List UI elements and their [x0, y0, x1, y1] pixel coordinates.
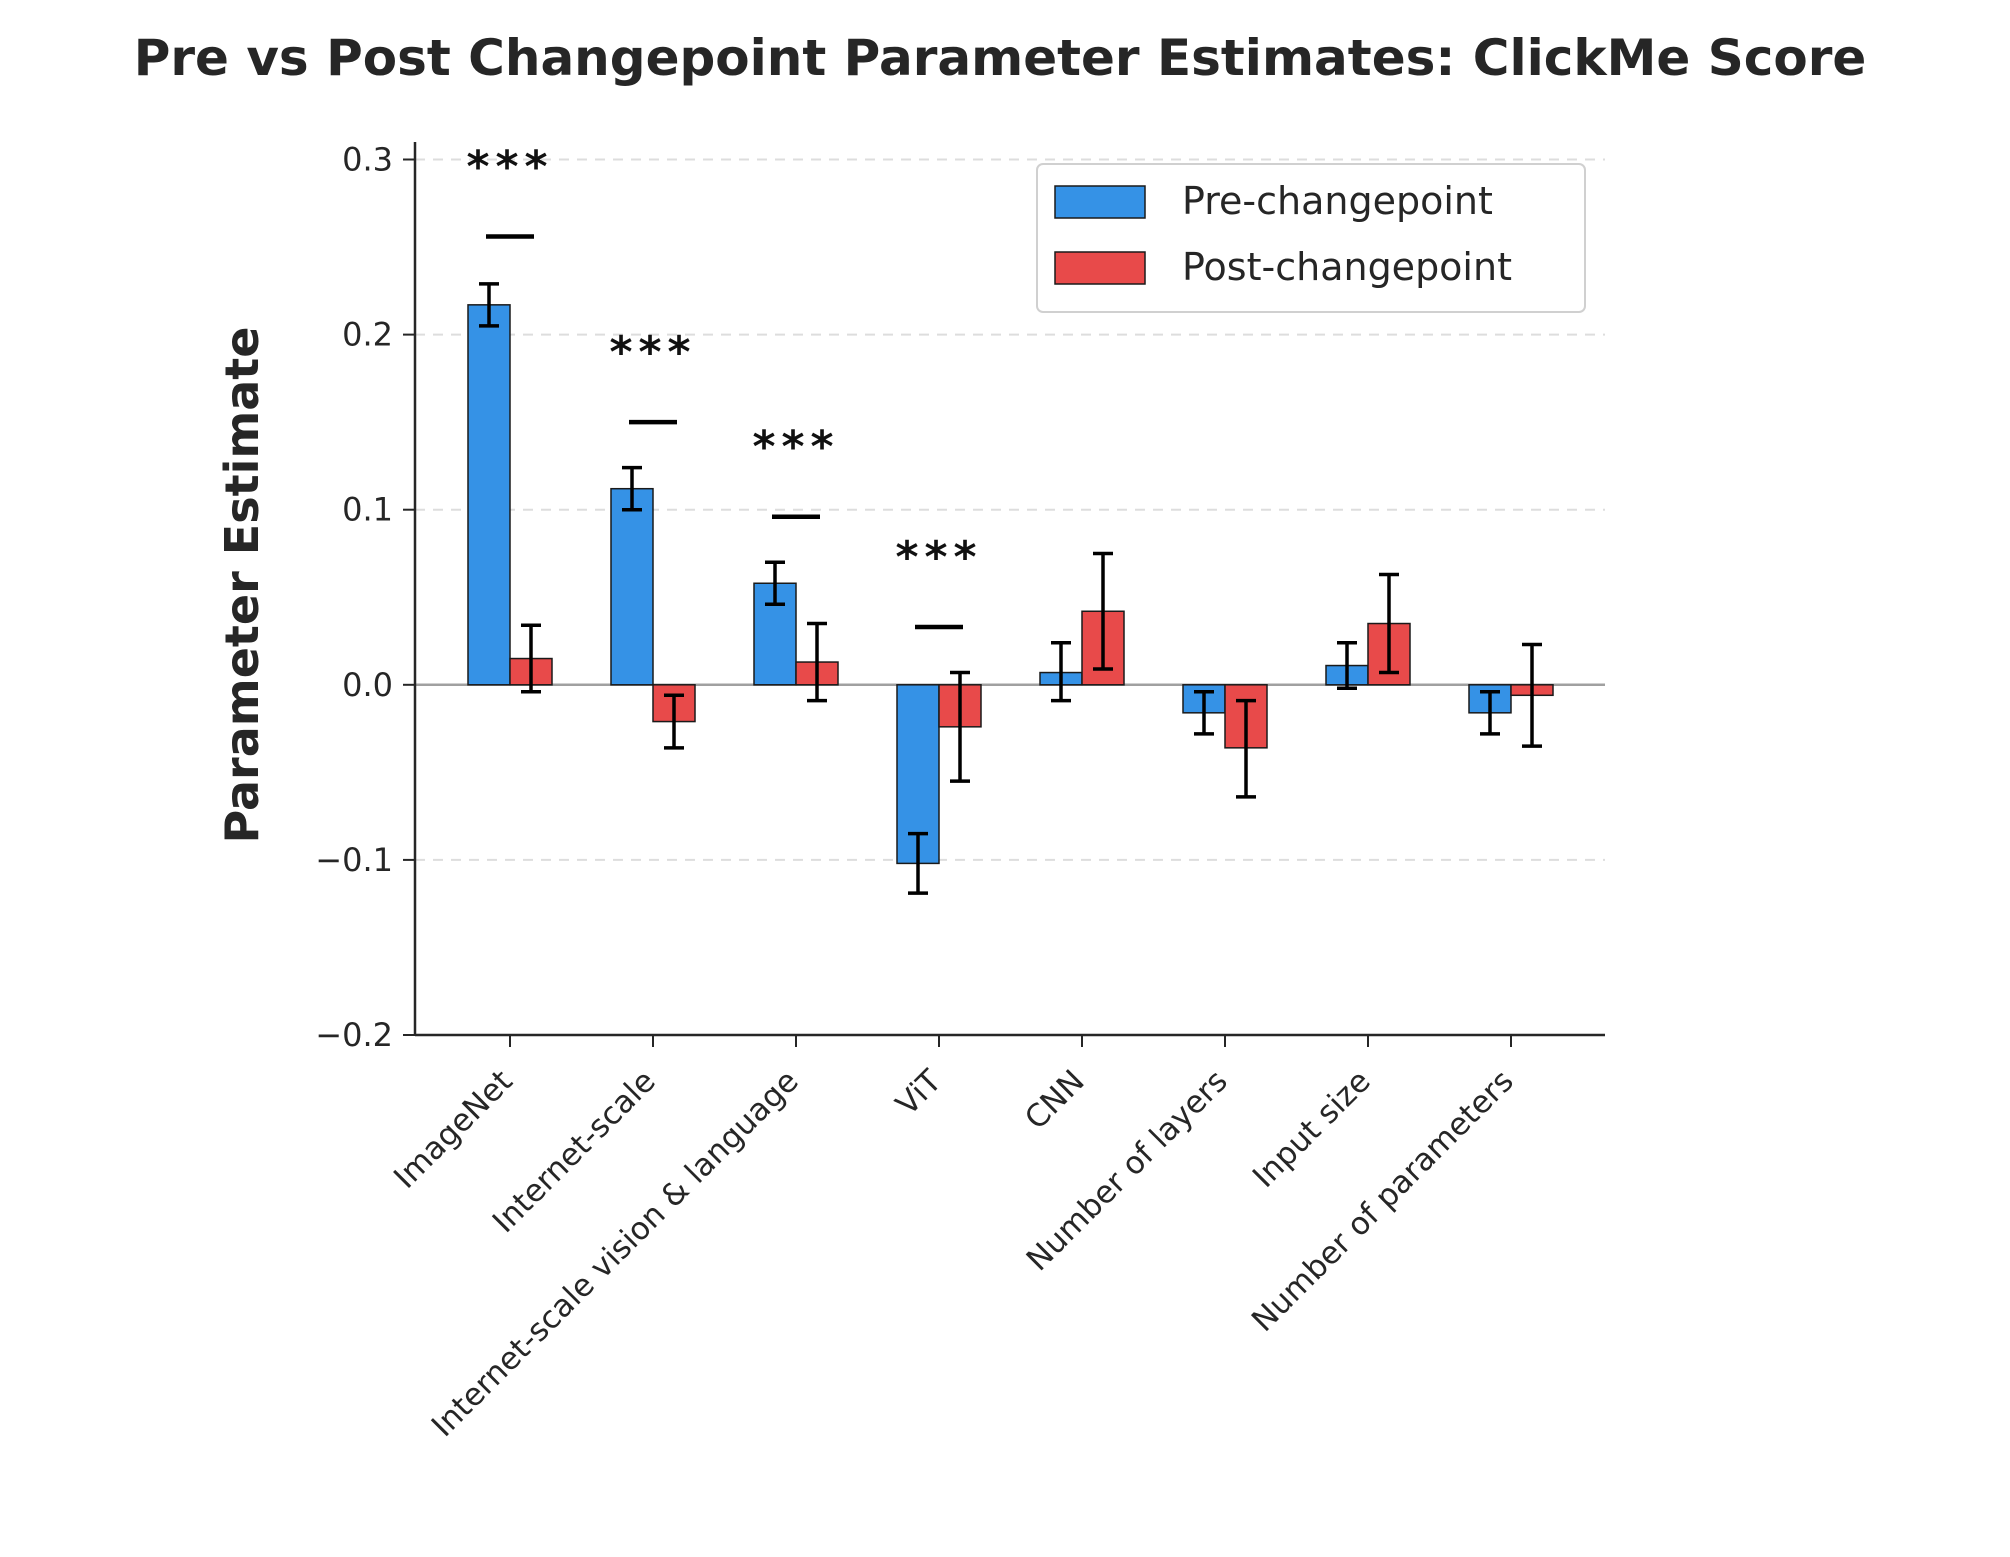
y-ticks: −0.2 −0.1 0.0 0.1 0.2 0.3 [315, 141, 415, 1054]
y-tick-label: −0.2 [315, 1016, 393, 1054]
legend-swatch-post [1054, 251, 1146, 285]
x-tick-label: CNN [1018, 1063, 1092, 1137]
axes [413, 142, 1605, 1037]
significance-label: *** [466, 142, 553, 193]
y-tick-label: −0.1 [315, 841, 393, 879]
significance-label: *** [895, 532, 982, 583]
y-tick-label: 0.2 [342, 316, 393, 354]
significance-label: *** [752, 422, 839, 473]
legend-swatch-pre [1054, 185, 1146, 219]
chart-title: Pre vs Post Changepoint Parameter Estima… [134, 29, 1867, 87]
y-tick-label: 0.1 [342, 491, 393, 529]
legend-frame [1036, 163, 1586, 313]
y-tick-label: 0.0 [342, 666, 393, 704]
error-bars [479, 282, 1542, 895]
significance-markers: *** *** *** *** [466, 142, 982, 630]
significance-label: *** [609, 327, 696, 378]
x-tick-label: ViT [889, 1062, 949, 1122]
x-tick-label: ImageNet [387, 1063, 520, 1196]
legend-label-post: Post-changepoint [1182, 245, 1512, 289]
y-tick-label: 0.3 [342, 141, 393, 179]
legend: Pre-changepoint Post-changepoint [1036, 163, 1586, 313]
legend-label-pre: Pre-changepoint [1182, 179, 1493, 223]
y-axis-label: Parameter Estimate [215, 327, 269, 844]
x-tick-label: Number of parameters [1245, 1063, 1521, 1339]
x-tick-label: Input size [1246, 1063, 1378, 1195]
bar-pre [610, 487, 654, 686]
bar-pre [467, 304, 511, 686]
